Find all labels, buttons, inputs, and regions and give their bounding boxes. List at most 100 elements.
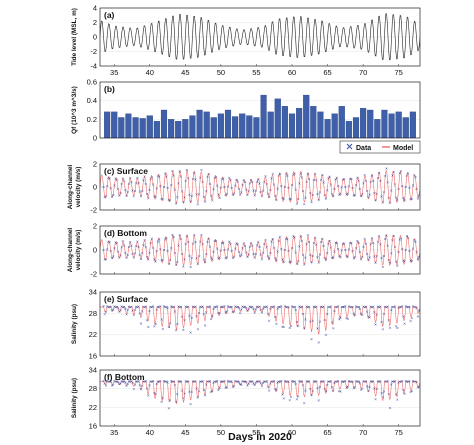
data-point <box>258 380 261 383</box>
data-point <box>400 305 404 308</box>
data-point <box>167 407 171 410</box>
data-point <box>209 317 213 321</box>
y-tick-label: 16 <box>89 352 97 361</box>
data-point <box>190 390 193 393</box>
data-point <box>281 393 284 396</box>
data-point <box>222 380 225 383</box>
bar-68 <box>345 121 352 138</box>
data-point <box>264 238 267 242</box>
data-point <box>168 199 172 202</box>
bar-58 <box>274 98 281 138</box>
data-point <box>214 175 218 179</box>
data-point <box>203 394 207 397</box>
data-point <box>356 176 359 179</box>
data-point <box>295 202 299 205</box>
data-point <box>248 245 252 248</box>
data-point <box>212 250 215 254</box>
data-point <box>251 305 254 308</box>
data-point <box>145 387 149 390</box>
data-point <box>271 237 274 241</box>
data-point <box>106 379 109 383</box>
data-point <box>177 305 180 308</box>
data-point <box>287 186 290 190</box>
y-axis-label: Along-channel <box>67 228 74 273</box>
data-point <box>135 244 138 248</box>
data-point <box>203 260 207 264</box>
data-point <box>373 255 376 258</box>
data-point <box>298 379 301 383</box>
data-point <box>144 246 148 249</box>
data-point <box>182 265 185 268</box>
data-point <box>258 245 261 249</box>
data-point <box>155 187 158 190</box>
data-point <box>257 240 260 243</box>
data-point <box>125 256 128 260</box>
data-point <box>168 322 172 325</box>
data-point <box>234 305 237 308</box>
data-point <box>365 189 369 193</box>
data-point <box>223 305 226 308</box>
data-point <box>344 305 347 308</box>
data-point <box>121 177 125 180</box>
data-point <box>261 189 265 192</box>
data-point <box>391 239 394 242</box>
data-point <box>403 260 406 263</box>
data-point <box>107 176 110 179</box>
data-point <box>408 380 411 383</box>
bar-52 <box>232 116 239 138</box>
data-point <box>260 195 264 198</box>
data-point <box>373 387 376 390</box>
data-point <box>311 193 314 197</box>
data-point <box>301 189 305 193</box>
data-point <box>334 178 337 181</box>
data-point <box>275 322 278 326</box>
bar-57 <box>267 111 274 138</box>
data-point <box>382 254 386 258</box>
data-point <box>394 196 398 199</box>
data-point <box>278 235 282 238</box>
data-point <box>150 380 154 383</box>
data-point <box>317 261 320 264</box>
data-point <box>127 182 131 186</box>
data-point <box>143 238 146 242</box>
data-point <box>271 172 274 175</box>
x-tick-label: 35 <box>110 68 118 77</box>
bar-46 <box>189 115 196 138</box>
data-point <box>188 254 191 258</box>
bar-38 <box>132 117 139 138</box>
data-point <box>298 182 301 185</box>
data-point <box>173 251 177 255</box>
data-point <box>289 198 293 201</box>
data-point <box>107 240 110 243</box>
data-point <box>416 315 420 318</box>
data-point <box>137 245 140 249</box>
data-point <box>225 192 229 196</box>
data-point <box>216 247 219 250</box>
axes-frame <box>99 369 421 427</box>
data-point <box>334 241 337 244</box>
data-point <box>252 307 255 311</box>
data-point <box>120 182 123 186</box>
data-point <box>313 306 317 309</box>
data-point <box>108 241 111 244</box>
data-point <box>236 180 239 183</box>
data-point <box>141 384 144 387</box>
data-point <box>187 240 190 243</box>
data-point <box>178 234 181 237</box>
data-point <box>208 305 212 308</box>
data-point <box>209 256 213 259</box>
data-point <box>255 244 259 247</box>
y-tick-label: 4 <box>93 4 97 13</box>
data-point <box>159 379 162 383</box>
data-point <box>133 383 137 386</box>
data-point <box>223 248 226 252</box>
data-point <box>387 319 391 322</box>
data-marker-icon <box>346 143 353 150</box>
data-point <box>130 305 133 308</box>
data-point <box>161 396 164 399</box>
x-tick-label: 75 <box>394 428 402 437</box>
data-point <box>230 306 233 309</box>
data-point <box>408 305 411 309</box>
panel-label: (b) <box>104 84 115 94</box>
bar-50 <box>217 113 224 138</box>
